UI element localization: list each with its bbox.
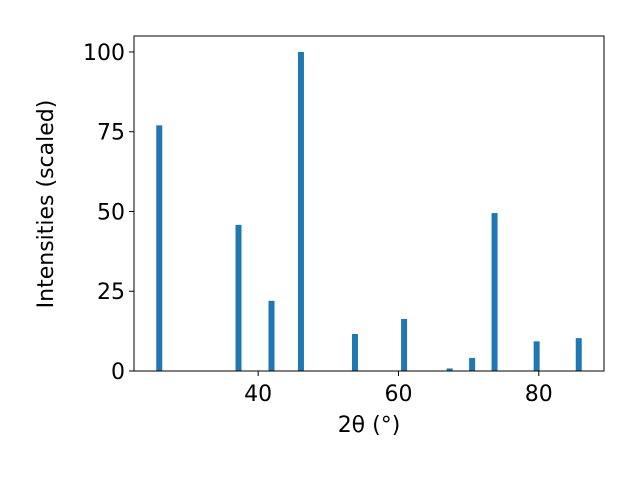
bar [575, 338, 582, 371]
x-tick-label: 60 [384, 382, 412, 407]
y-tick-label: 25 [97, 280, 125, 305]
y-tick-label: 50 [97, 200, 125, 225]
bar [156, 125, 163, 371]
plot-frame [133, 35, 605, 372]
y-tick-label: 75 [97, 121, 125, 146]
x-tick-label: 40 [244, 382, 272, 407]
bar [491, 213, 498, 371]
x-axis-label: 2θ (°) [338, 413, 401, 438]
y-tick-label: 0 [111, 360, 125, 385]
y-axis-label: Intensities (scaled) [34, 100, 59, 309]
x-tick-label: 80 [525, 382, 553, 407]
bar [533, 341, 540, 371]
y-tick-label: 100 [83, 41, 125, 66]
bar [351, 333, 358, 371]
bar [446, 368, 453, 371]
bar [297, 51, 304, 371]
bar [469, 357, 476, 371]
bar [235, 224, 242, 371]
bar [401, 318, 408, 371]
bar [268, 300, 275, 371]
